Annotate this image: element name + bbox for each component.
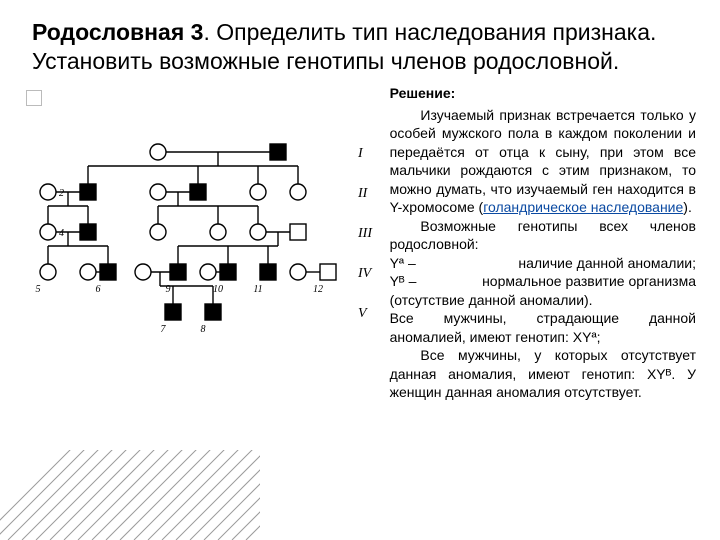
decorative-hatching: [0, 450, 260, 540]
svg-text:5: 5: [36, 284, 41, 295]
svg-text:12: 12: [313, 284, 323, 295]
svg-text:V: V: [358, 306, 368, 321]
solution-p1: Изучаемый признак встречается только у о…: [390, 106, 696, 217]
solution-text: Решение: Изучаемый признак встречается т…: [390, 84, 696, 402]
solution-p4: Все мужчины, у которых отсутствует данна…: [390, 346, 696, 401]
title-bold: Родословная 3: [32, 19, 203, 45]
genotype-line-1: Yª – наличие данной аномалии;: [390, 254, 696, 272]
genotype-line-2b: (отсутствие данной аномалии).: [390, 291, 696, 309]
left-column: IIIIIIIVV123456910111278: [32, 84, 386, 402]
inheritance-type-link[interactable]: голандрическое наследование: [483, 199, 683, 215]
svg-text:9: 9: [166, 284, 171, 295]
solution-heading: Решение:: [390, 84, 696, 102]
slide-title: Родословная 3. Определить тип наследован…: [32, 18, 696, 76]
pedigree-diagram: IIIIIIIVV123456910111278: [28, 132, 380, 334]
svg-text:2: 2: [59, 188, 64, 199]
solution-p2: Возможные генотипы всех членов родословн…: [390, 217, 696, 254]
svg-text:6: 6: [96, 284, 101, 295]
svg-text:II: II: [357, 186, 369, 201]
svg-text:III: III: [357, 226, 373, 241]
svg-text:4: 4: [59, 228, 64, 239]
solution-p3: Все мужчины, страдающие данной аномалией…: [390, 309, 696, 346]
placeholder-bullet-icon: [26, 90, 42, 106]
svg-text:IV: IV: [357, 266, 373, 281]
genotype-line-2: Yᴮ – нормальное развитие организма: [390, 272, 696, 290]
svg-text:11: 11: [253, 284, 262, 295]
svg-text:10: 10: [213, 284, 223, 295]
svg-text:8: 8: [201, 324, 206, 334]
